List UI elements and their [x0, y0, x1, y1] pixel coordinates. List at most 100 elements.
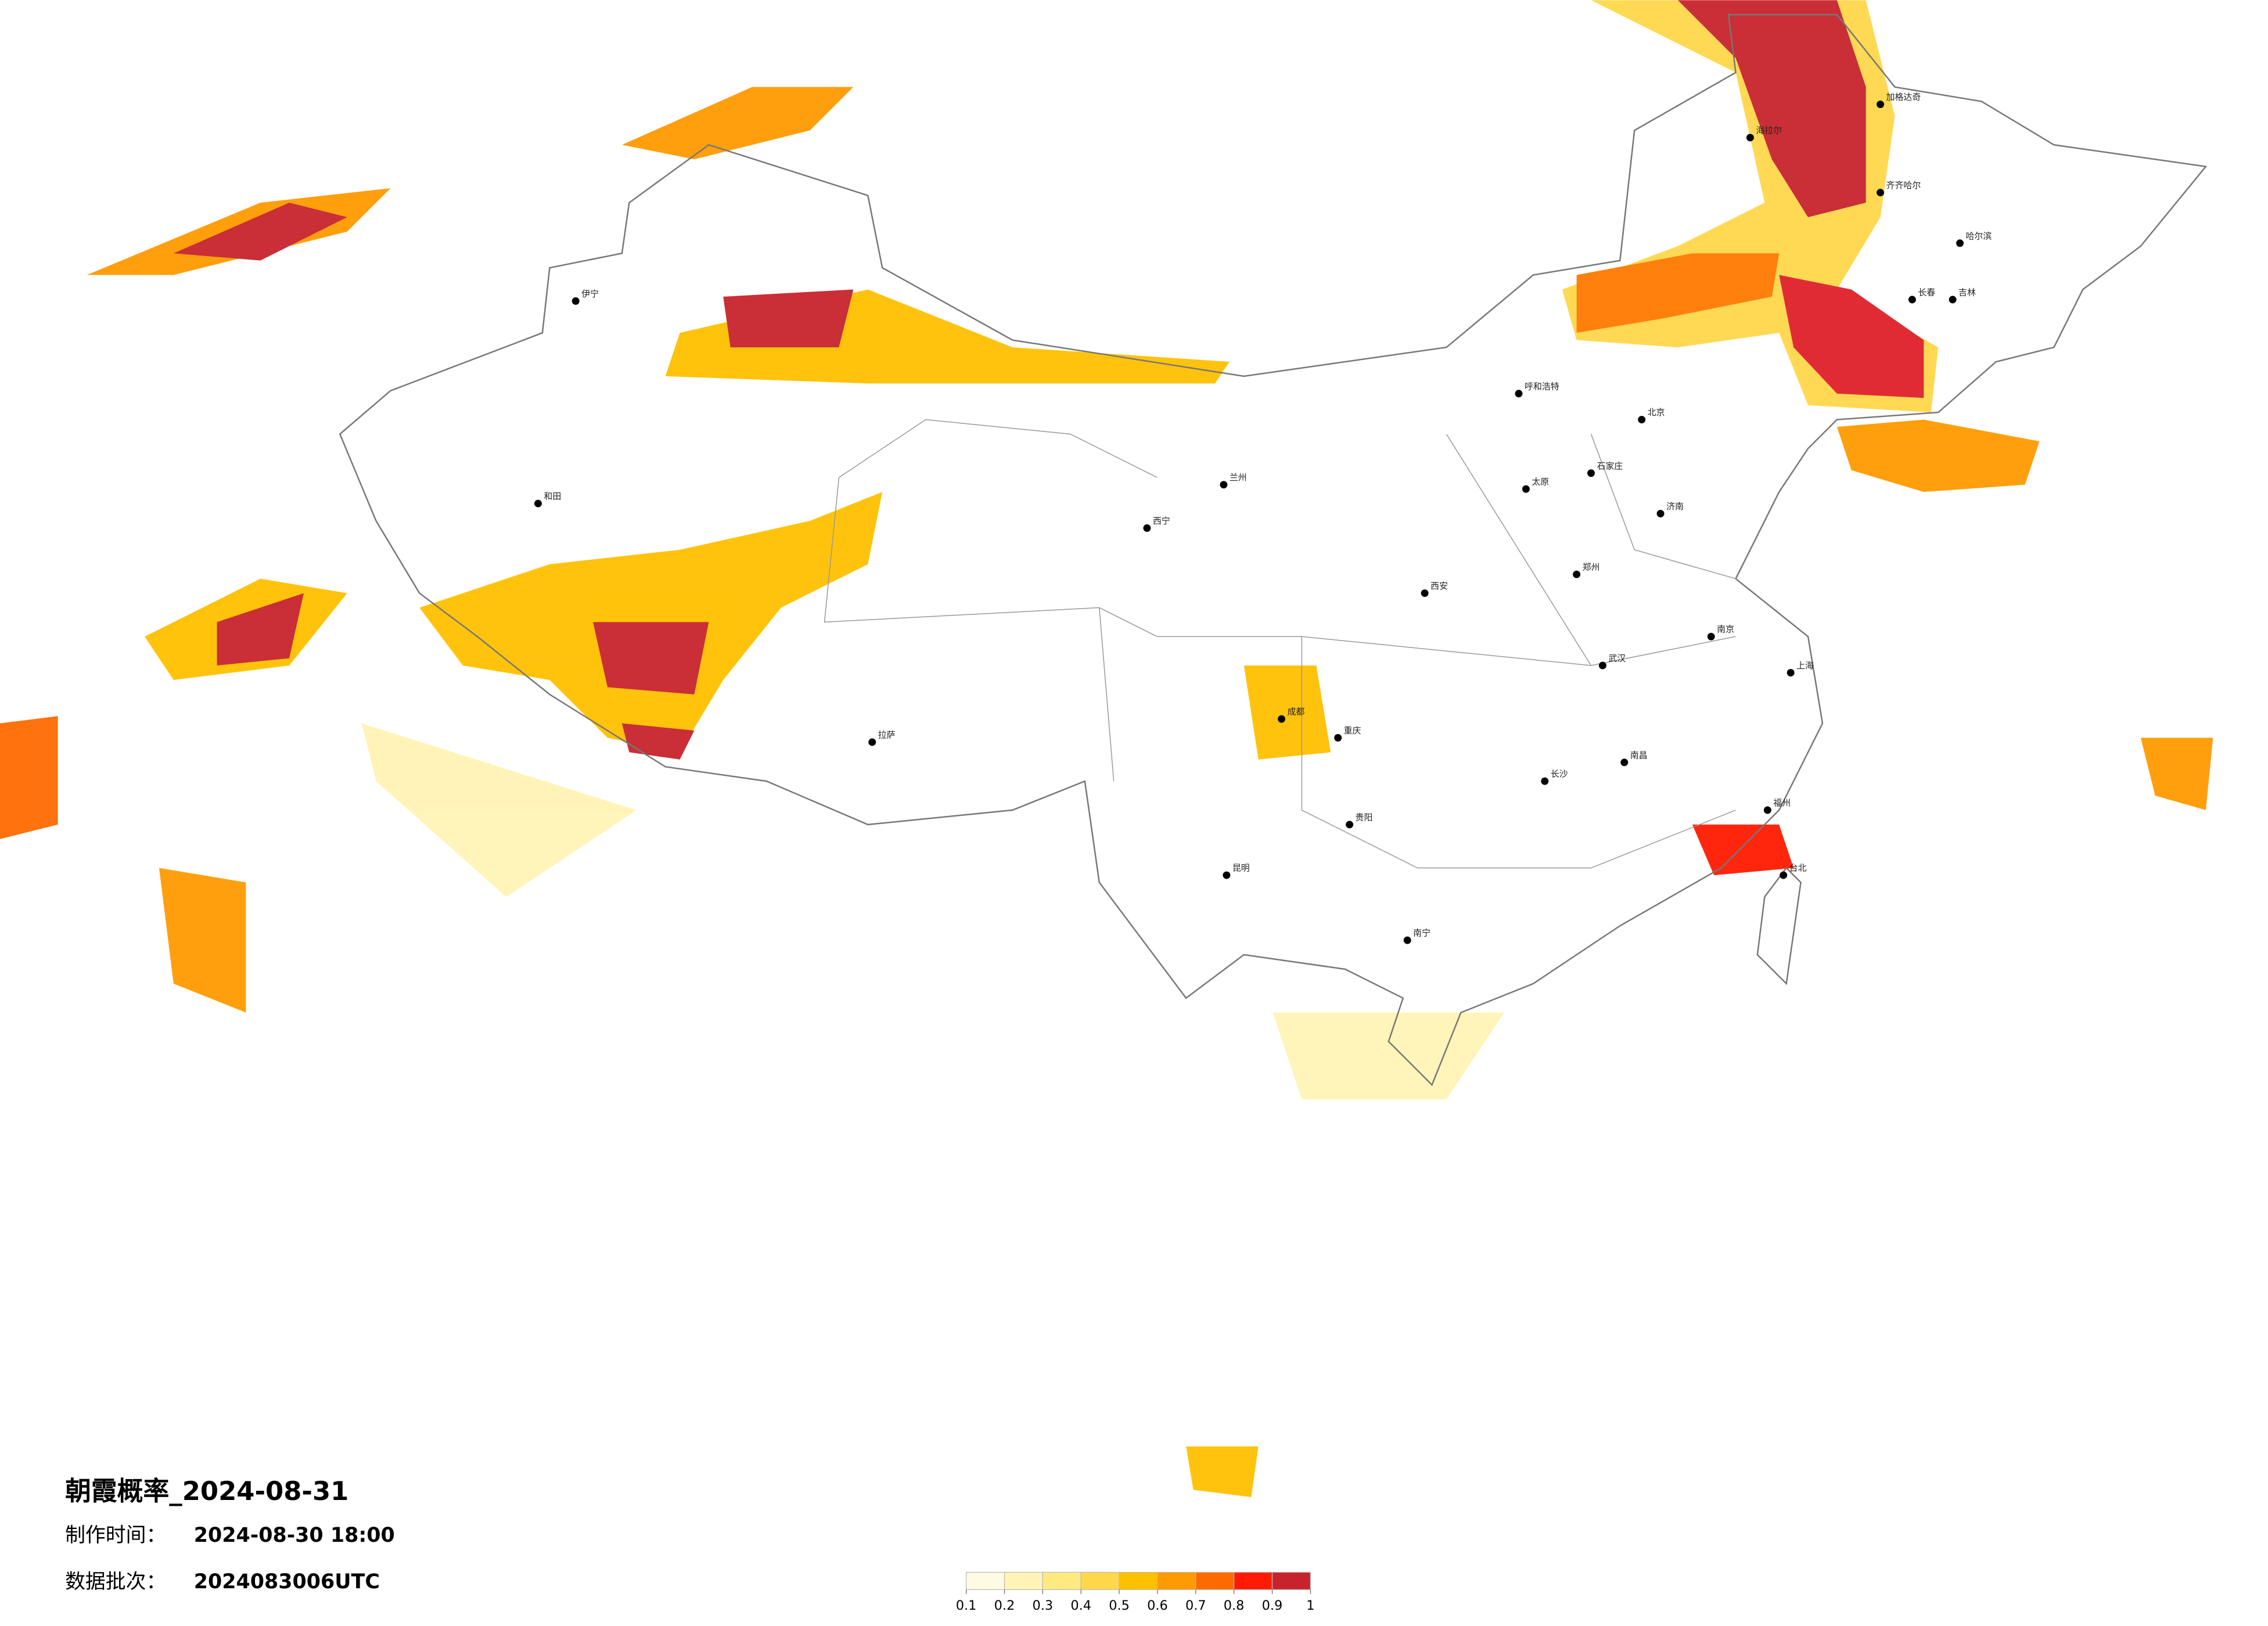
city-dot [1707, 632, 1715, 641]
city-label: 石家庄 [1597, 461, 1623, 471]
city-label: 海拉尔 [1756, 125, 1782, 135]
city-dot [1223, 871, 1231, 879]
city-label: 重庆 [1344, 725, 1361, 736]
taiwan-outline [1756, 866, 1802, 985]
colorbar-bin [1004, 1571, 1043, 1590]
city-label: 上海 [1796, 660, 1814, 671]
city-dot [1956, 239, 1964, 247]
made-value: 2024-08-30 18:00 [194, 1524, 395, 1547]
city-label: 伊宁 [581, 289, 599, 299]
colorbar-bin [1271, 1571, 1311, 1590]
colorbar-bin [1080, 1571, 1120, 1590]
city-dot [1746, 134, 1754, 142]
batch-label: 数据批次： [65, 1570, 166, 1593]
province-borders [824, 419, 1736, 869]
city-label: 齐齐哈尔 [1886, 180, 1921, 190]
field-patch [1273, 1012, 1505, 1100]
field-patch [723, 289, 854, 348]
city-label: 北京 [1648, 407, 1665, 418]
field-patch [1779, 275, 1924, 398]
city-label: 成都 [1287, 707, 1304, 717]
field-patch [1836, 419, 2040, 492]
field-patch [1186, 1446, 1259, 1497]
colorbar-bin [1195, 1571, 1235, 1590]
city-label: 呼和浩特 [1525, 381, 1559, 391]
city-dot [1656, 510, 1665, 517]
field-patch [1677, 0, 1866, 217]
city-label: 台北 [1789, 863, 1807, 873]
colorbar-tick-label: 1 [1306, 1598, 1314, 1613]
colorbar-tick-label: 0.2 [994, 1598, 1015, 1613]
city-label: 太原 [1532, 477, 1549, 487]
city-dot [572, 297, 580, 305]
city-dot [1346, 821, 1354, 829]
city-label: 武汉 [1608, 653, 1626, 664]
city-dot [1908, 296, 1916, 304]
field-patch [1576, 253, 1780, 333]
city-label: 西宁 [1153, 516, 1170, 526]
city-label: 和田 [544, 491, 561, 502]
city-dot [1877, 100, 1885, 109]
city-dot [1763, 806, 1771, 814]
city-label: 昆明 [1232, 863, 1250, 873]
city-dot [1787, 668, 1795, 677]
field-patch [1692, 824, 1794, 876]
field-patch [2140, 738, 2213, 811]
city-dot [1220, 481, 1228, 489]
city-label: 贵阳 [1356, 812, 1373, 822]
city-label: 南京 [1717, 624, 1734, 635]
field-patch [173, 203, 347, 261]
city-label: 济南 [1666, 501, 1684, 512]
country-outline [339, 14, 2208, 1087]
city-dot [1573, 570, 1581, 578]
colorbar-bin [1157, 1571, 1196, 1590]
city-dot [868, 738, 876, 746]
probability-field [0, 0, 2213, 1497]
colorbar-tick-label: 0.4 [1070, 1598, 1091, 1613]
field-patch [419, 492, 883, 753]
city-dot [1522, 485, 1530, 493]
city-dot [1638, 416, 1646, 424]
field-patch [0, 716, 58, 839]
city-label: 南宁 [1413, 928, 1430, 938]
city-dot [1515, 390, 1523, 398]
city-dot [1143, 524, 1151, 532]
city-dot [1403, 936, 1411, 944]
colorbar-tick-label: 0.3 [1033, 1598, 1054, 1613]
city-label: 哈尔滨 [1965, 231, 1992, 241]
city-dot [1949, 296, 1957, 304]
city-label: 西安 [1430, 581, 1448, 591]
colorbar: 0.1 0.2 0.3 0.4 0.5 0.6 0.7 0.8 0.9 1 [956, 1571, 1314, 1613]
colorbar-bin [1119, 1571, 1158, 1590]
colorbar-tick-label: 0.7 [1185, 1598, 1206, 1613]
colorbar-bin [1233, 1571, 1273, 1590]
city-dot [1278, 715, 1285, 723]
city-label: 兰州 [1230, 472, 1247, 483]
map-title: 朝霞概率_2024-08-31 [65, 1476, 348, 1506]
city-label: 南昌 [1630, 750, 1648, 760]
city-dot [1620, 758, 1629, 767]
field-patch [593, 622, 709, 695]
batch-value: 2024083006UTC [194, 1570, 380, 1593]
colorbar-tick-label: 0.1 [956, 1598, 977, 1613]
colorbar-bin [965, 1571, 1005, 1590]
field-patch [217, 593, 304, 665]
city-dot [1421, 589, 1429, 597]
city-label: 加格达奇 [1886, 92, 1921, 102]
city-label: 郑州 [1583, 562, 1600, 573]
city-label: 拉萨 [878, 729, 896, 740]
field-patch [1243, 665, 1331, 760]
city-dot [534, 499, 542, 508]
city-dot [1598, 661, 1606, 670]
colorbar-tick-label: 0.8 [1224, 1598, 1245, 1613]
city-label: 长沙 [1551, 769, 1568, 779]
city-label: 福州 [1773, 798, 1791, 808]
city-label: 吉林 [1958, 287, 1976, 297]
city-dot [1541, 777, 1549, 785]
field-patch [621, 87, 854, 160]
colorbar-tick-label: 0.6 [1147, 1598, 1168, 1613]
city-dot [1587, 469, 1595, 477]
